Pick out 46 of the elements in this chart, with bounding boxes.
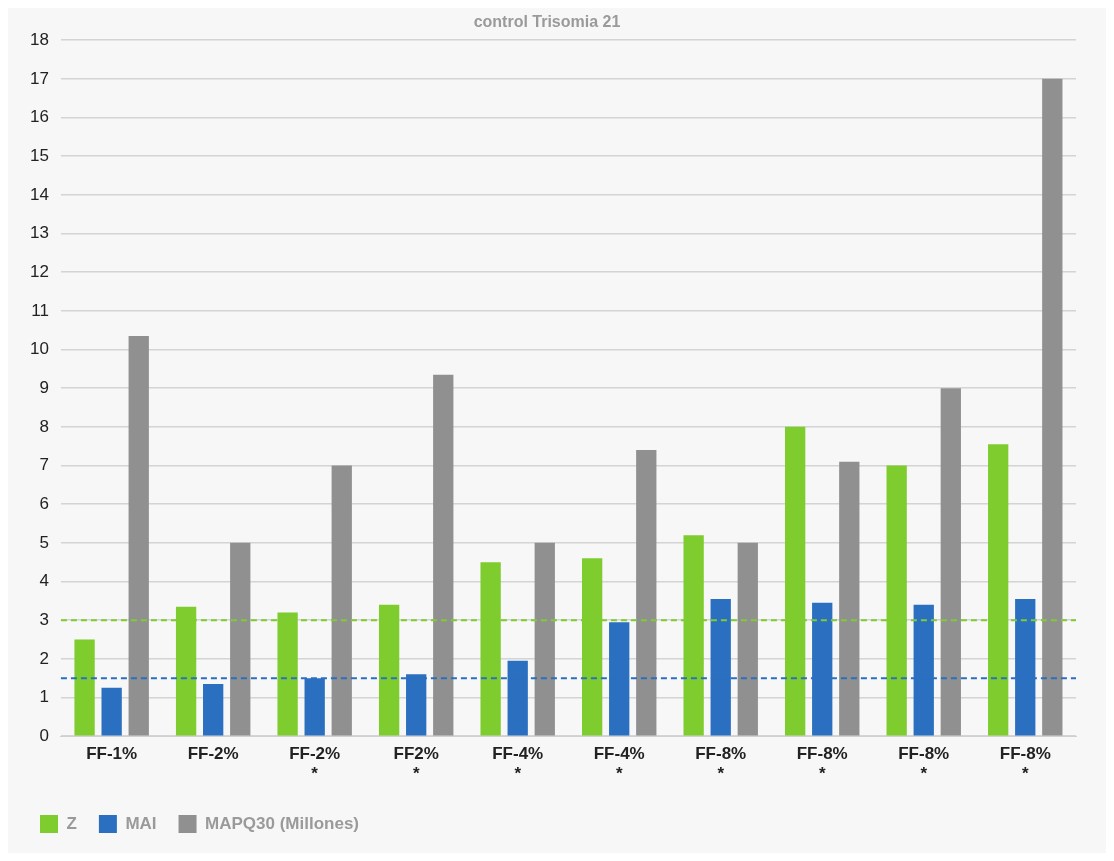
x-tick-label: FF2% * bbox=[393, 744, 439, 784]
bar bbox=[101, 687, 122, 736]
y-tick-label: 12 bbox=[29, 261, 49, 281]
bar bbox=[128, 336, 149, 736]
y-tick-label: 15 bbox=[29, 145, 49, 165]
legend-label: Z bbox=[66, 813, 77, 833]
bar bbox=[737, 542, 758, 736]
x-tick-label: FF-8% * bbox=[999, 744, 1051, 784]
x-tick-label: FF-8% * bbox=[898, 744, 950, 784]
y-tick-label: 11 bbox=[31, 300, 49, 320]
y-tick-label: 8 bbox=[39, 416, 49, 436]
y-tick-label: 5 bbox=[39, 532, 49, 552]
x-tick-label: FF-8% * bbox=[796, 744, 848, 784]
legend-label: MAPQ30 (Millones) bbox=[205, 813, 360, 833]
bar bbox=[230, 542, 251, 736]
x-tick-label: FF-2% * bbox=[289, 744, 341, 784]
bar bbox=[534, 542, 555, 736]
y-tick-label: 7 bbox=[39, 455, 49, 475]
x-tick-label: FF-1% bbox=[86, 744, 138, 764]
y-tick-label: 0 bbox=[39, 725, 49, 745]
bar bbox=[74, 639, 95, 736]
y-tick-label: 10 bbox=[29, 339, 49, 359]
y-tick-label: 2 bbox=[39, 648, 49, 668]
x-tick-label: FF-4% * bbox=[593, 744, 645, 784]
x-tick-label: FF-8% * bbox=[695, 744, 747, 784]
y-tick-label: 9 bbox=[39, 377, 49, 397]
y-tick-label: 16 bbox=[29, 107, 49, 127]
y-tick-label: 6 bbox=[39, 493, 49, 513]
y-tick-label: 18 bbox=[29, 29, 49, 49]
y-tick-label: 14 bbox=[29, 184, 49, 204]
x-tick-label: FF-2% bbox=[187, 744, 239, 764]
bar bbox=[203, 684, 224, 736]
y-tick-label: 4 bbox=[39, 571, 49, 591]
legend-label: MAI bbox=[125, 813, 157, 833]
bar bbox=[331, 465, 352, 736]
y-tick-label: 3 bbox=[39, 609, 49, 629]
y-tick-label: 1 bbox=[39, 687, 49, 707]
x-tick-label: FF-4% * bbox=[492, 744, 544, 784]
bar bbox=[1042, 78, 1063, 736]
bar bbox=[940, 388, 961, 736]
bar bbox=[636, 450, 657, 736]
chart-title: control Trisomia 21 bbox=[473, 13, 621, 31]
y-tick-label: 17 bbox=[29, 68, 49, 88]
bar bbox=[839, 461, 860, 736]
bar bbox=[433, 374, 454, 736]
y-tick-label: 13 bbox=[29, 223, 49, 243]
